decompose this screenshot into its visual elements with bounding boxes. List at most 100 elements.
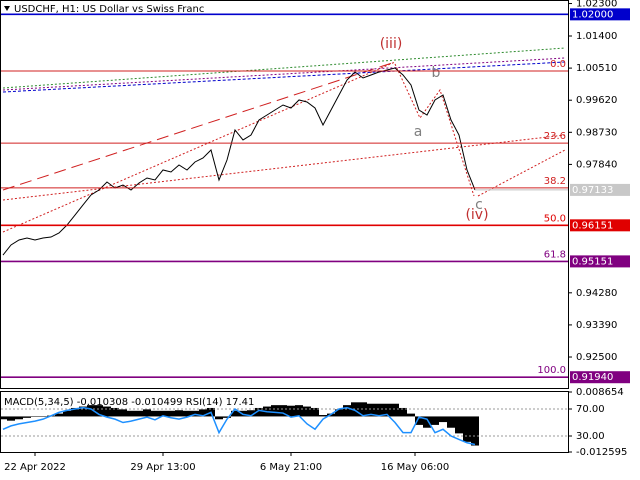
histogram-bar	[215, 416, 223, 420]
rsi-line	[2, 406, 476, 446]
histogram-bar	[175, 410, 183, 417]
histogram-bar	[279, 405, 287, 417]
y-tick-label: 0.94280	[576, 288, 617, 299]
fib-label: 100.0	[537, 365, 566, 376]
y-tick-label: 0.99620	[576, 95, 617, 106]
histogram-bar	[103, 406, 111, 417]
histogram-bar	[359, 402, 367, 417]
histogram-bar	[255, 407, 263, 417]
histogram-bar	[415, 416, 423, 425]
histogram-bar	[143, 409, 151, 417]
x-tick-label: 29 Apr 13:00	[130, 462, 195, 473]
histogram-bar	[167, 410, 175, 417]
y-tick-label: -0.012595	[576, 447, 627, 458]
histogram-bar	[223, 416, 231, 418]
histogram-bar	[159, 410, 167, 417]
y2-tick-label: 70.00	[576, 404, 605, 415]
price-tag-label: 1.02000	[572, 9, 613, 20]
histogram-bar	[127, 410, 135, 417]
histogram-bar	[407, 413, 415, 417]
histogram-bar	[31, 416, 39, 417]
trend-line	[477, 149, 566, 197]
histogram-bar	[335, 409, 343, 417]
price-tag	[570, 255, 630, 268]
indicator-panel-border	[0, 391, 569, 453]
chart-title: USDCHF, H1: US Dollar vs Swiss Franc	[14, 4, 204, 15]
wave-path	[394, 63, 475, 197]
y-tick-label: 1.02300	[576, 0, 617, 10]
histogram-bar	[199, 409, 207, 417]
histogram-bar	[247, 410, 255, 417]
histogram-bar	[95, 405, 103, 417]
histogram-bar	[63, 410, 71, 417]
histogram-bar	[7, 416, 15, 421]
trend-line	[2, 47, 566, 89]
last-price-tag	[570, 183, 630, 196]
histogram-bar	[423, 416, 431, 428]
histogram-bar	[463, 416, 471, 442]
histogram-bar	[391, 403, 399, 417]
wave-label: c	[475, 197, 483, 213]
histogram-bar	[447, 416, 455, 428]
x-tick-label: 16 May 06:00	[381, 462, 450, 473]
wave-label: (iv)	[465, 207, 488, 223]
histogram-bar	[439, 416, 447, 423]
histogram-bar	[0, 416, 7, 420]
price-tag	[570, 219, 630, 232]
histogram-bar	[383, 403, 391, 417]
histogram-bar	[295, 405, 303, 417]
y-tick-label: 1.01400	[576, 31, 617, 42]
fib-label: 50.0	[544, 213, 566, 224]
main-panel-border	[0, 0, 569, 389]
price-tag-label: 0.95151	[572, 256, 613, 267]
histogram-bar	[135, 410, 143, 417]
trend-line	[2, 61, 396, 191]
trend-line	[2, 61, 566, 93]
histogram-bar	[375, 403, 383, 417]
histogram-bar	[431, 416, 439, 425]
histogram-bar	[399, 407, 407, 417]
fib-label: 38.2	[544, 176, 566, 187]
fib-label: 23.6	[544, 131, 566, 142]
histogram-bar	[287, 405, 295, 417]
y2-tick-label: 30.00	[576, 431, 605, 442]
y-tick-label: 0.008654	[576, 387, 624, 398]
histogram-bar	[23, 416, 31, 418]
x-tick-label: 22 Apr 2022	[4, 462, 66, 473]
y-tick-label: 1.00510	[576, 63, 617, 74]
histogram-bar	[55, 413, 63, 417]
trend-line	[2, 61, 396, 233]
wave-label: b	[432, 65, 441, 81]
histogram-bar	[39, 416, 47, 417]
histogram-bar	[319, 415, 327, 417]
histogram-bar	[455, 416, 463, 434]
y-tick-label: 0.92500	[576, 352, 617, 363]
histogram-bar	[71, 407, 79, 417]
price-line	[2, 67, 476, 256]
fib-label: 0.0	[550, 59, 566, 70]
last-price-label: 0.97133	[572, 185, 613, 196]
price-tag-label: 0.91940	[572, 372, 613, 383]
histogram-bar	[343, 405, 351, 417]
histogram-bar	[231, 410, 239, 417]
y-tick-label: 0.93390	[576, 320, 617, 331]
price-tag	[570, 8, 630, 21]
histogram-bar	[351, 402, 359, 417]
price-tag-label: 0.96151	[572, 220, 613, 231]
histogram-bar	[311, 407, 319, 417]
histogram-bar	[119, 409, 127, 417]
trend-line	[2, 57, 566, 91]
histogram-bar	[111, 407, 119, 417]
histogram-bar	[151, 410, 159, 417]
histogram-bar	[87, 405, 95, 417]
indicator-title: MACD(5,34,5) -0.010308 -0.010499 RSI(14)…	[4, 397, 254, 408]
histogram-bar	[367, 403, 375, 417]
histogram-bar	[15, 416, 23, 420]
histogram-bar	[79, 406, 87, 417]
histogram-bar	[183, 410, 191, 417]
histogram-bar	[303, 406, 311, 417]
y-tick-label: 0.97840	[576, 159, 617, 170]
wave-label: a	[414, 124, 423, 140]
x-tick-label: 6 May 21:00	[260, 462, 322, 473]
